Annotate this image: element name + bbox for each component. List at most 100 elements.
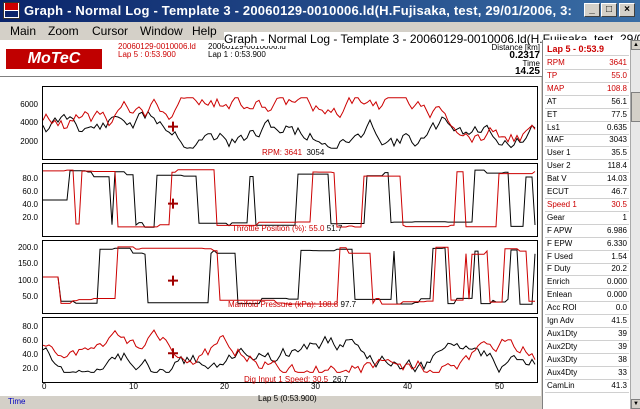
throttle-channel-label: Throttle Position (%): 55.0 51.7 [232,224,342,233]
channel-value: 55.0 [611,70,627,80]
channel-row[interactable]: Aux2Dty 39 [545,341,629,354]
black-lap-line [43,169,536,228]
menu-zoom[interactable]: Zoom [48,24,79,38]
channel-value: 108.8 [606,83,627,93]
menu-help[interactable]: Help [192,24,217,38]
scroll-down-button[interactable]: ▼ [631,399,640,409]
channel-name: TP [547,70,558,80]
channel-name: Enrich [547,277,570,287]
maximize-button[interactable]: □ [601,3,617,17]
channel-row[interactable]: MAF 3043 [545,134,629,148]
channel-value: 38 [618,354,627,364]
cursor-marker-icon [168,198,178,209]
lap-red-time: Lap 5 : 0:53.900 [118,50,176,59]
scroll-up-button[interactable]: ▲ [631,40,640,50]
channel-row[interactable]: Aux4Dty 33 [545,367,629,380]
map-trace [43,246,536,305]
channel-name: MAF [547,135,564,145]
time-label: Time [522,59,540,68]
close-button[interactable]: × [619,3,635,17]
channel-value: 46.7 [611,187,627,196]
channel-row[interactable]: Enrich 0.000 [545,276,629,290]
x-axis-label: Lap 5 (0:53.900) [258,394,317,403]
channel-name: Aux2Dty [547,341,578,351]
minimize-button[interactable]: _ [584,3,600,17]
y-tick: 80.0 [22,174,38,183]
lap-black-file: 20060129-0010006.ld [208,42,286,51]
menu-main[interactable]: Main [10,24,37,38]
graph-panel-map[interactable] [42,240,538,314]
channel-row[interactable]: Gear 1 [545,212,629,225]
channel-panel-header: Lap 5 - 0:53.9 [545,43,629,56]
distance-value: 0.2317 [509,50,540,61]
channel-name: Speed 1 [547,199,577,209]
menu-window[interactable]: Window [140,24,183,38]
channel-row[interactable]: User 1 35.5 [545,147,629,161]
channel-value: 6.986 [606,225,627,235]
channel-value: 0.0 [615,303,627,313]
overlay-window-title: Graph - Normal Log - Template 3 - 200601… [224,32,640,46]
graph-panel-rpm[interactable] [42,86,538,160]
channel-value: 39 [618,341,627,351]
channel-row[interactable]: Ls1 0.635 [545,122,629,135]
menu-cursor[interactable]: Cursor [92,24,129,38]
channel-row[interactable]: Acc ROI 0.0 [545,302,629,316]
channel-row[interactable]: Aux1Dty 39 [545,328,629,341]
black-lap-line [43,247,536,305]
channel-name: Aux3Dty [547,354,578,364]
app-icon[interactable] [3,2,20,19]
title-bar: Graph - Normal Log - Template 3 - 200601… [0,0,640,22]
channel-row[interactable]: ET 77.5 [545,109,629,122]
graph-panel-speed[interactable] [42,317,538,383]
channel-value: 33 [618,367,627,377]
rpm-red-value: RPM: 3641 [262,148,303,157]
channel-value: 1.54 [611,251,627,261]
channel-name: CamLin [547,380,575,390]
cursor-marker-icon [168,275,178,286]
channel-row[interactable]: TP 55.0 [545,70,629,83]
x-tick: 30 [311,382,320,391]
channel-row[interactable]: ECUT 46.7 [545,186,629,199]
channel-row[interactable]: F APW 6.986 [545,225,629,238]
x-tick: 40 [403,382,412,391]
channel-name: F Duty [547,264,571,274]
channel-name: Enlean [547,290,572,300]
channel-row[interactable]: F EPW 6.330 [545,238,629,251]
channel-row[interactable]: Bat V 14.03 [545,173,629,187]
red-lap-line [43,246,535,305]
y-tick: 50.0 [22,292,38,301]
channel-row[interactable]: AT 56.1 [545,96,629,109]
channel-name: RPM [547,58,565,67]
channel-row[interactable]: Ign Adv 41.5 [545,315,629,328]
scroll-thumb[interactable] [631,92,640,122]
channel-values-panel: Lap 5 - 0:53.9 RPM 3641 TP 55.0 MAP 108.8 AT 56… [542,40,631,409]
black-lap-line [42,335,536,374]
channel-name: User 1 [547,148,571,158]
channel-value: 20.2 [611,264,627,274]
channel-value: 1 [622,212,627,222]
distance-label: Distance [km] [491,43,540,52]
time-corner-label: Time [8,397,26,406]
channel-row[interactable]: F Used 1.54 [545,251,629,264]
channel-name: ET [547,109,558,119]
channel-row[interactable]: Enlean 0.000 [545,289,629,303]
vertical-scrollbar[interactable]: ▲ ▼ [630,40,640,409]
channel-value: 0.000 [606,290,627,300]
channel-name: Aux1Dty [547,328,578,338]
channel-name: Ls1 [547,122,560,132]
channel-row[interactable]: Aux3Dty 38 [545,354,629,367]
graph-header [0,40,640,77]
graph-panel-throttle[interactable] [42,163,538,237]
channel-row[interactable]: RPM 3641 [545,57,629,70]
channel-row[interactable]: F Duty 20.2 [545,263,629,277]
channel-row[interactable]: User 2 118.4 [545,160,629,174]
channel-row[interactable]: MAP 108.8 [545,83,629,96]
channel-name: Aux4Dty [547,367,578,377]
channel-row[interactable]: CamLin 41.3 [545,380,629,393]
channel-row[interactable]: Speed 1 30.5 [545,199,629,212]
speed-red-value: Dig Input 1 Speed: 30.5 [244,375,329,384]
y-tick: 20.0 [22,364,38,373]
channel-value: 35.5 [611,148,627,158]
y-tick: 4000 [20,118,38,127]
x-tick: 10 [129,382,138,391]
